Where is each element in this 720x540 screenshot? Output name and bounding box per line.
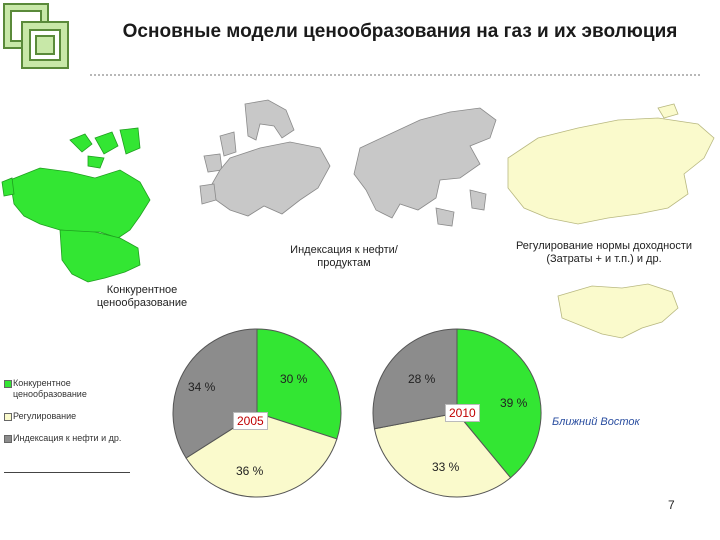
- pie-2010-label-competitive: 39 %: [500, 396, 528, 410]
- legend-underline: [4, 472, 130, 473]
- page-number: 7: [668, 498, 675, 512]
- legend-swatch-gray: [4, 435, 12, 443]
- pie-2005-label-competitive: 30 %: [280, 372, 308, 386]
- russia-map: [507, 103, 715, 225]
- pie-2005-year: 2005: [233, 412, 268, 430]
- pie-2005-label-indexation: 34 %: [188, 380, 216, 394]
- caption-competitive: Конкурентное ценообразование: [96, 284, 188, 309]
- legend-item-regulation: Регулирование: [4, 411, 134, 422]
- middle-east-map: [557, 283, 679, 339]
- legend-label: Индексация к нефти и др.: [13, 433, 122, 443]
- caption-oil-indexation: Индексация к нефти/продуктам: [290, 244, 398, 269]
- legend-swatch-green: [4, 380, 12, 388]
- legend-item-competitive: Конкурентное ценообразование: [4, 378, 134, 400]
- legend: Конкурентное ценообразование Регулирован…: [4, 378, 134, 455]
- logo-icon: [3, 3, 69, 69]
- pie-2010: [372, 328, 542, 498]
- legend-label: Конкурентное ценообразование: [13, 378, 87, 399]
- title-divider: [90, 74, 700, 76]
- pie-2010-slice-indexation: [372, 328, 458, 430]
- europe-map: [199, 99, 331, 217]
- pie-2010-slice-regulation: [373, 412, 512, 498]
- legend-label: Регулирование: [13, 411, 77, 421]
- pie-2010-label-regulation: 33 %: [432, 460, 460, 474]
- pie-2005-label-regulation: 36 %: [236, 464, 264, 478]
- pie-2005-slice-regulation: [185, 412, 338, 498]
- pie-2010-label-indexation: 28 %: [408, 372, 436, 386]
- pie-2010-slice-competitive: [456, 328, 542, 479]
- pie-2010-year: 2010: [445, 404, 480, 422]
- legend-swatch-cream: [4, 413, 12, 421]
- eurasia-map: [353, 107, 497, 227]
- pie-2005-slice-competitive: [256, 328, 342, 440]
- page-title: Основные модели ценообразования на газ и…: [122, 21, 678, 42]
- region-label-middle-east: Ближний Восток: [552, 416, 640, 428]
- caption-rate-of-return: Регулирование нормы доходности (Затраты …: [515, 240, 693, 265]
- north-america-map: [1, 127, 151, 283]
- legend-item-indexation: Индексация к нефти и др.: [4, 433, 134, 444]
